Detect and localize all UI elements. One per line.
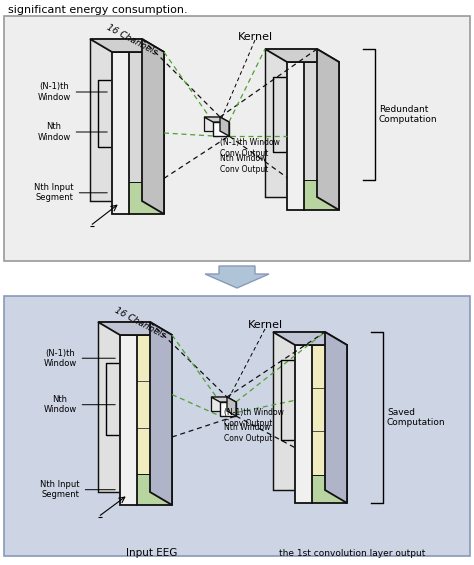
Text: Nth Input
Segment: Nth Input Segment bbox=[40, 480, 115, 499]
Text: (N-1)th
Window: (N-1)th Window bbox=[44, 349, 115, 368]
Polygon shape bbox=[304, 62, 339, 180]
Polygon shape bbox=[204, 117, 220, 131]
Text: (N-1)th Window
Conv Output: (N-1)th Window Conv Output bbox=[220, 138, 280, 158]
Polygon shape bbox=[128, 181, 164, 214]
Polygon shape bbox=[205, 266, 269, 288]
Text: (N-1)th
Window: (N-1)th Window bbox=[37, 82, 107, 102]
Text: Nth Window
Conv Output: Nth Window Conv Output bbox=[220, 154, 268, 173]
Polygon shape bbox=[287, 62, 304, 210]
Polygon shape bbox=[211, 397, 236, 402]
Polygon shape bbox=[137, 335, 172, 381]
Text: (N-1)th Window
Conv Output: (N-1)th Window Conv Output bbox=[224, 408, 284, 428]
Polygon shape bbox=[265, 49, 339, 62]
Polygon shape bbox=[265, 49, 317, 197]
Text: Nth Input
Segment: Nth Input Segment bbox=[34, 183, 107, 202]
Polygon shape bbox=[311, 388, 347, 431]
Polygon shape bbox=[137, 428, 172, 475]
Polygon shape bbox=[128, 52, 164, 181]
Text: Redundant
Computation: Redundant Computation bbox=[379, 105, 438, 124]
Polygon shape bbox=[98, 322, 150, 492]
Polygon shape bbox=[213, 122, 229, 136]
Polygon shape bbox=[90, 39, 142, 201]
FancyBboxPatch shape bbox=[4, 16, 470, 261]
Text: Nth Window
Conv Output: Nth Window Conv Output bbox=[224, 423, 273, 443]
Text: Nth
Window: Nth Window bbox=[44, 395, 115, 414]
Polygon shape bbox=[142, 39, 164, 214]
Text: Kernel: Kernel bbox=[237, 32, 273, 42]
Polygon shape bbox=[90, 39, 164, 52]
Polygon shape bbox=[220, 402, 236, 416]
Text: Kernel: Kernel bbox=[247, 320, 283, 330]
Polygon shape bbox=[98, 322, 172, 335]
Text: 16 Channels: 16 Channels bbox=[105, 23, 159, 57]
Polygon shape bbox=[304, 180, 339, 210]
Polygon shape bbox=[220, 117, 229, 136]
Polygon shape bbox=[120, 335, 137, 505]
Polygon shape bbox=[150, 322, 172, 505]
Polygon shape bbox=[273, 332, 325, 490]
FancyBboxPatch shape bbox=[4, 296, 470, 556]
Polygon shape bbox=[227, 397, 236, 416]
Polygon shape bbox=[112, 52, 128, 214]
Polygon shape bbox=[273, 332, 347, 345]
Text: significant energy consumption.: significant energy consumption. bbox=[8, 5, 188, 15]
Polygon shape bbox=[137, 381, 172, 428]
Polygon shape bbox=[311, 431, 347, 475]
Polygon shape bbox=[311, 345, 347, 388]
Text: Nth
Window: Nth Window bbox=[37, 122, 107, 142]
Polygon shape bbox=[317, 49, 339, 210]
Text: the 1st convolution layer output: the 1st convolution layer output bbox=[279, 549, 425, 558]
Polygon shape bbox=[295, 345, 311, 503]
Polygon shape bbox=[311, 475, 347, 503]
Polygon shape bbox=[211, 397, 227, 411]
Polygon shape bbox=[137, 475, 172, 505]
Polygon shape bbox=[204, 117, 229, 122]
Text: Input EEG: Input EEG bbox=[126, 548, 178, 558]
Text: 16 Channels: 16 Channels bbox=[113, 305, 167, 340]
Polygon shape bbox=[325, 332, 347, 503]
Text: Saved
Computation: Saved Computation bbox=[387, 408, 446, 427]
